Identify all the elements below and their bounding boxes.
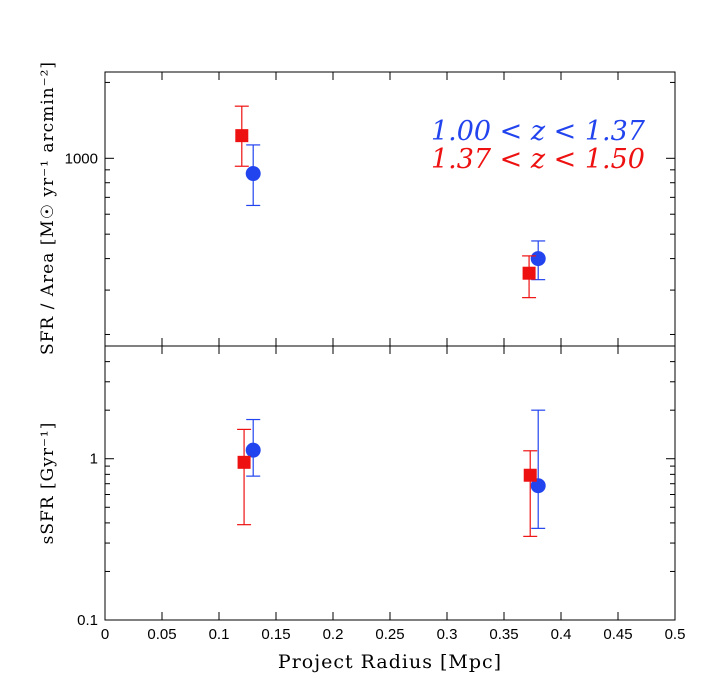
legend-entry-red: 1.37 < z < 1.50: [431, 144, 645, 175]
top-point-square-1: [522, 266, 536, 280]
top-panel-marks: [234, 105, 546, 299]
x-tick-label: 0.5: [665, 626, 686, 643]
x-axis-title: Project Radius [Mpc]: [278, 651, 502, 673]
top-panel-ticks: 1000: [65, 72, 676, 346]
top-y-axis-title: SFR / Area [M☉ yr⁻¹ arcmin⁻²]: [38, 61, 58, 355]
bottom-point-circle-1: [530, 478, 546, 494]
x-tick-label: 0.25: [375, 626, 404, 643]
top-point-circle-1: [530, 251, 546, 267]
bottom-point-circle-0: [245, 442, 261, 458]
bottom-point-square-0: [237, 455, 251, 469]
x-axis-ticks: 0 0.05 0.1 0.15 0.2 0.25 0.3 0.35 0.4 0.45 0.5: [101, 626, 686, 643]
x-tick-label: 0.45: [603, 626, 632, 643]
bottom-y-tick-label: 1: [90, 451, 98, 468]
x-tick-label: 0.35: [489, 626, 518, 643]
x-tick-label: 0.2: [323, 626, 344, 643]
bottom-point-square-1: [523, 468, 537, 482]
x-tick-label: 0.1: [209, 626, 230, 643]
top-point-square-0: [235, 129, 249, 143]
x-tick-label: 0.4: [551, 626, 572, 643]
bottom-y-axis-title: sSFR [Gyr⁻¹]: [38, 422, 58, 545]
bottom-y-tick-label: 0.1: [77, 612, 98, 629]
x-tick-label: 0: [101, 626, 109, 643]
x-tick-label: 0.15: [261, 626, 290, 643]
x-tick-label: 0.05: [147, 626, 176, 643]
bottom-panel-marks: [237, 409, 546, 537]
x-tick-label: 0.3: [437, 626, 458, 643]
top-point-circle-0: [245, 166, 261, 182]
bottom-panel-frame: [104, 345, 676, 621]
legend-entry-blue: 1.00 < z < 1.37: [431, 116, 646, 147]
top-y-tick-label: 1000: [65, 150, 98, 167]
top-panel-frame: [104, 71, 676, 347]
bottom-panel-ticks: 0.11: [77, 345, 676, 629]
